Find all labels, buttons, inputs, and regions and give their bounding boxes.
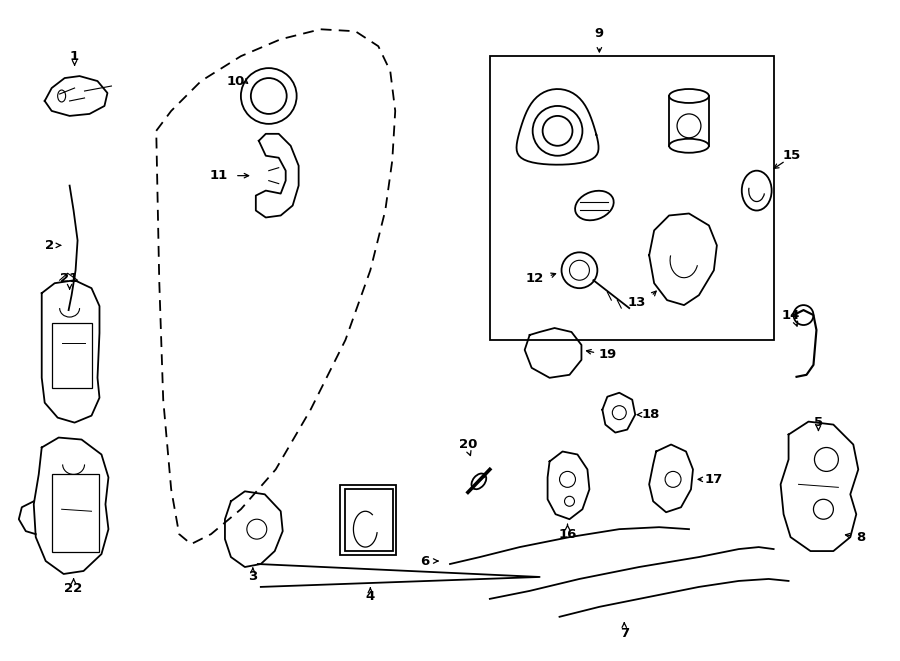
Text: 5: 5	[814, 416, 823, 429]
Ellipse shape	[669, 139, 709, 153]
Ellipse shape	[669, 89, 709, 103]
Text: 16: 16	[558, 527, 577, 541]
Bar	[669, 96, 709, 146]
Text: 17: 17	[705, 473, 723, 486]
Ellipse shape	[575, 191, 614, 220]
Bar	[51, 475, 100, 552]
Bar	[490, 56, 774, 340]
Text: 11: 11	[210, 169, 228, 182]
Text: 7: 7	[620, 627, 629, 641]
Text: 2: 2	[45, 239, 54, 252]
Ellipse shape	[742, 171, 771, 210]
Text: 15: 15	[782, 149, 801, 162]
Text: 13: 13	[628, 295, 646, 309]
Text: 22: 22	[65, 582, 83, 596]
Ellipse shape	[472, 473, 486, 489]
Text: 3: 3	[248, 570, 257, 584]
Text: 21: 21	[60, 272, 78, 285]
Text: 20: 20	[459, 438, 477, 451]
Text: 10: 10	[227, 75, 245, 87]
Bar	[340, 485, 396, 555]
Text: 1: 1	[70, 50, 79, 63]
Text: 6: 6	[420, 555, 429, 568]
Text: 14: 14	[781, 309, 800, 321]
Text: 18: 18	[642, 408, 661, 421]
Bar	[346, 489, 393, 551]
Text: 4: 4	[365, 590, 375, 603]
Text: 8: 8	[857, 531, 866, 543]
Text: 12: 12	[526, 272, 544, 285]
Text: 9: 9	[595, 26, 604, 40]
Bar	[51, 323, 92, 388]
Text: 19: 19	[598, 348, 616, 362]
